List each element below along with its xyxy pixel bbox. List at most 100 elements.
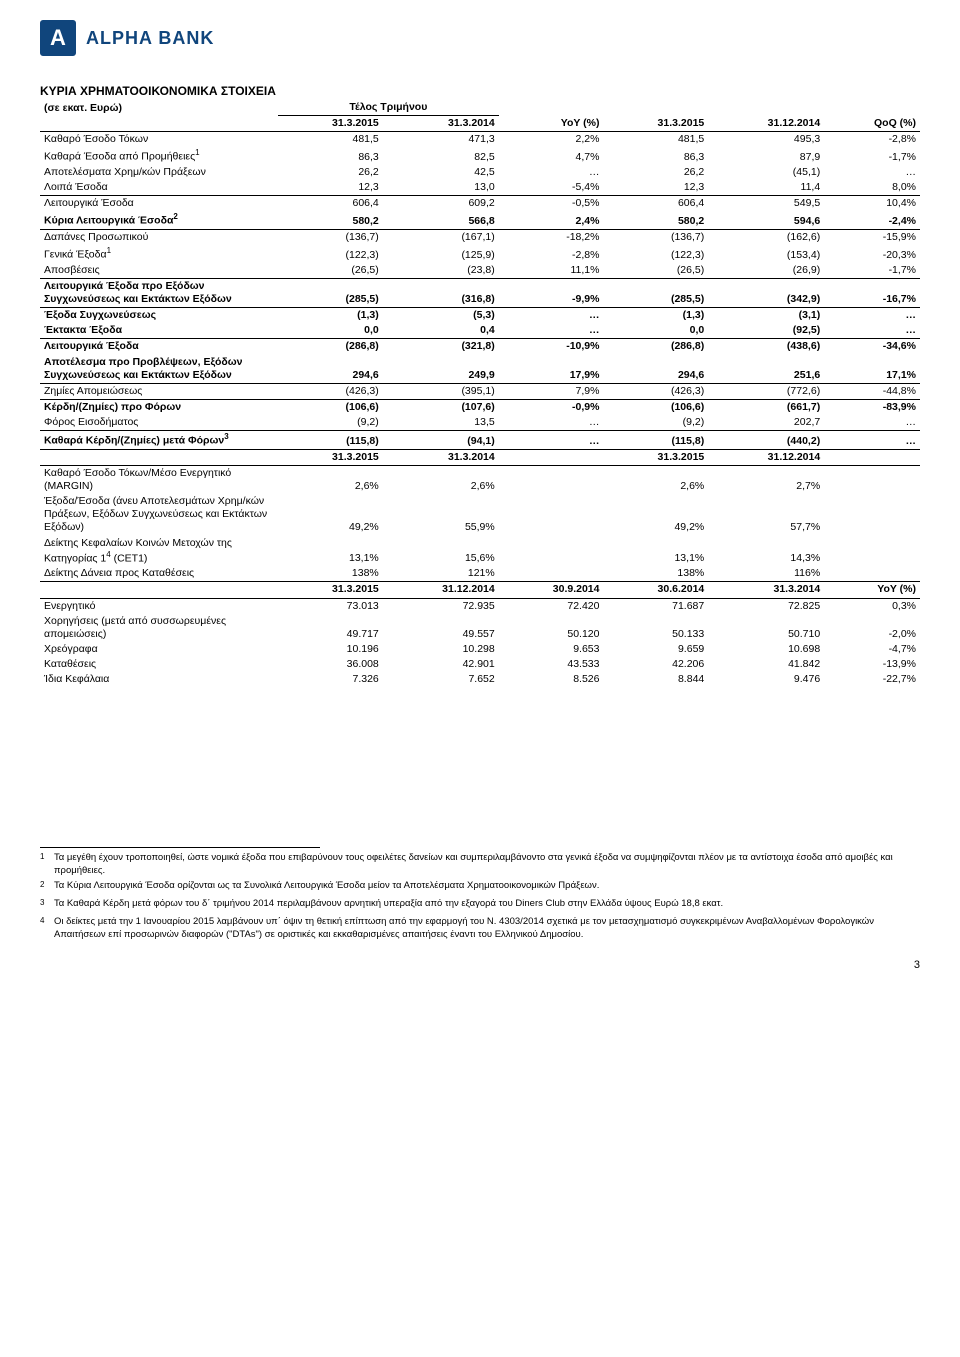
footnote: 1Τα μεγέθη έχουν τροποποιηθεί, ώστε νομι… [40,852,900,878]
row-label: Έξοδα Συγχωνεύσεως [40,308,278,324]
cell [824,536,920,567]
row-label: Έξοδα/Έσοδα (άνευ Αποτελεσμάτων Χρημ/κών… [40,494,278,535]
cell: -15,9% [824,230,920,246]
cell: (162,6) [708,230,824,246]
cell: 549,5 [708,196,824,212]
cell: -44,8% [824,383,920,399]
cell [824,494,920,535]
logo-mark-icon: A [40,20,76,56]
cell: 580,2 [278,211,383,229]
table-row: Ενεργητικό73.01372.93572.42071.68772.825… [40,598,920,614]
cell: (438,6) [708,339,824,355]
financials-table: (σε εκατ. Ευρώ) Τέλος Τριμήνου 31.3.2015… [40,100,920,687]
cell: … [824,323,920,339]
footnote: 4Οι δείκτες μετά την 1 Ιανουαρίου 2015 λ… [40,916,900,942]
cell: -9,9% [499,278,604,307]
table-row: Λειτουργικά Έξοδα προ Εξόδων Συγχωνεύσεω… [40,278,920,307]
footnotes-block: 1Τα μεγέθη έχουν τροποποιηθεί, ώστε νομι… [40,852,900,941]
quarter-end-header: Τέλος Τριμήνου [278,100,499,116]
row-label: Καθαρό Έσοδο Τόκων [40,132,278,148]
table-row: Καθαρά Έσοδα από Προμήθειες186,382,54,7%… [40,147,920,165]
row-label: Δείκτης Δάνεια προς Καταθέσεις [40,566,278,582]
h: 31.12.2014 [383,582,499,598]
table-row: Έξοδα Συγχωνεύσεως(1,3)(5,3)…(1,3)(3,1)… [40,308,920,324]
h: 31.3.2014 [383,116,499,132]
h: YoY (%) [499,116,604,132]
cell: 10,4% [824,196,920,212]
cell: … [499,431,604,450]
cell: 12,3 [603,180,708,196]
cell: (440,2) [708,431,824,450]
cell: -2,0% [824,614,920,642]
cell: (316,8) [383,278,499,307]
h: 31.3.2015 [278,449,383,465]
cell: 86,3 [278,147,383,165]
cell: 249,9 [383,355,499,384]
columns-header-1: 31.3.2015 31.3.2014 YoY (%) 31.3.2015 31… [40,116,920,132]
row-label: Γενικά Έξοδα1 [40,245,278,263]
cell: 2,6% [383,465,499,494]
table-row: Καθαρό Έσοδο Τόκων/Μέσο Ενεργητικό (MARG… [40,465,920,494]
cell: 594,6 [708,211,824,229]
cell: 49,2% [603,494,708,535]
cell: 202,7 [708,415,824,431]
cell: -2,8% [499,245,604,263]
table-row: Λειτουργικά Έξοδα(286,8)(321,8)-10,9%(28… [40,339,920,355]
cell: 82,5 [383,147,499,165]
cell: … [499,415,604,431]
cell: 11,1% [499,263,604,279]
cell: 42,5 [383,165,499,180]
cell: 2,6% [278,465,383,494]
page-number: 3 [914,959,920,971]
cell: 26,2 [603,165,708,180]
cell: 7.326 [278,672,383,687]
subtitle: (σε εκατ. Ευρώ) [40,100,278,116]
table-row: Λοιπά Έσοδα12,313,0-5,4%12,311,48,0% [40,180,920,196]
row-label: Ίδια Κεφάλαια [40,672,278,687]
h [499,449,604,465]
table-row: Αποσβέσεις(26,5)(23,8)11,1%(26,5)(26,9)-… [40,263,920,279]
cell: -13,9% [824,657,920,672]
cell: (1,3) [278,308,383,324]
cell: (1,3) [603,308,708,324]
cell: 49.717 [278,614,383,642]
h: 31.12.2014 [708,116,824,132]
cell: 8.526 [499,672,604,687]
row-label: Χρεόγραφα [40,642,278,657]
row-label: Δείκτης Κεφαλαίων Κοινών Μετοχών της Κατ… [40,536,278,567]
cell: 71.687 [603,598,708,614]
cell: 17,1% [824,355,920,384]
cell: (285,5) [603,278,708,307]
cell: 13,5 [383,415,499,431]
cell: 43.533 [499,657,604,672]
cell: 50.120 [499,614,604,642]
cell: 42.901 [383,657,499,672]
cell: (772,6) [708,383,824,399]
h: 31.3.2015 [603,449,708,465]
cell: (153,4) [708,245,824,263]
cell: (395,1) [383,383,499,399]
cell: … [499,165,604,180]
cell: 7.652 [383,672,499,687]
row-label: Καταθέσεις [40,657,278,672]
row-label: Λειτουργικά Έξοδα προ Εξόδων Συγχωνεύσεω… [40,278,278,307]
table-row: Κέρδη/(Ζημίες) προ Φόρων(106,6)(107,6)-0… [40,399,920,415]
table-row: Καθαρά Κέρδη/(Ζημίες) μετά Φόρων3(115,8)… [40,431,920,450]
cell: 50.710 [708,614,824,642]
cell: 481,5 [278,132,383,148]
cell: 12,3 [278,180,383,196]
table-row: Γενικά Έξοδα1(122,3)(125,9)-2,8%(122,3)(… [40,245,920,263]
columns-header-2: 31.3.2015 31.3.2014 31.3.2015 31.12.2014 [40,449,920,465]
table-row: Καθαρό Έσοδο Τόκων481,5471,32,2%481,5495… [40,132,920,148]
h: 30.6.2014 [603,582,708,598]
cell: 55,9% [383,494,499,535]
table-row: Λειτουργικά Έσοδα606,4609,2-0,5%606,4549… [40,196,920,212]
h: 31.3.2014 [708,582,824,598]
row-label: Χορηγήσεις (μετά από συσσωρευμένες απομε… [40,614,278,642]
cell: (106,6) [603,399,708,415]
sub-header-row: (σε εκατ. Ευρώ) Τέλος Τριμήνου [40,100,920,116]
cell: (3,1) [708,308,824,324]
cell: (426,3) [278,383,383,399]
cell: (23,8) [383,263,499,279]
cell: (26,9) [708,263,824,279]
